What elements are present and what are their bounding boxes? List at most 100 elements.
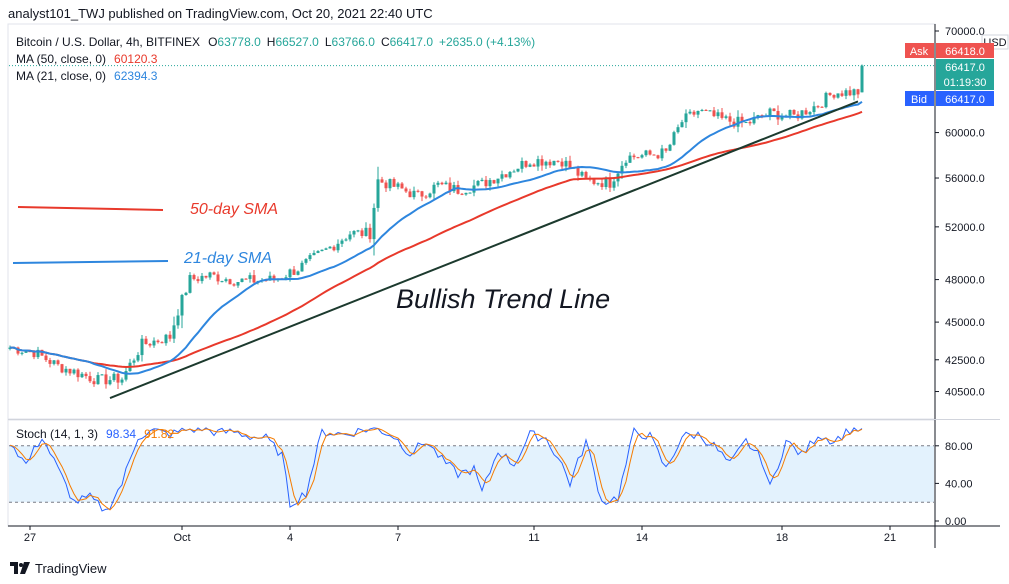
legend-change: +2635.0 (+4.13%): [439, 35, 535, 49]
candle-body: [824, 92, 828, 108]
legend-open-label: O: [208, 35, 217, 49]
candle-body: [600, 183, 604, 187]
candle-body: [308, 255, 312, 260]
candle-body: [292, 269, 296, 275]
stoch-axis[interactable]: 80.00 40.00 0.00: [935, 441, 973, 528]
candle-body: [60, 364, 64, 373]
candle-body: [524, 160, 528, 167]
candle-body: [296, 271, 300, 275]
footer-brand: TradingView: [35, 560, 107, 576]
footer: TradingView: [10, 559, 107, 577]
candle-body: [748, 122, 752, 124]
candle-body: [380, 179, 384, 183]
legend-ma50: MA (50, close, 0) 60120.3: [16, 52, 158, 66]
price-tick-label: 52000.0: [945, 222, 985, 234]
candle-body: [312, 252, 316, 256]
price-axis[interactable]: 70000.0 60000.0 56000.0 52000.0 48000.0 45000…: [935, 26, 985, 399]
ask-label: Ask: [910, 46, 929, 58]
candle-body: [820, 106, 824, 108]
candle-body: [228, 279, 232, 285]
candle-body: [332, 246, 336, 251]
bid-price-tag: [936, 91, 994, 106]
candle-body: [216, 274, 220, 282]
candle-body: [164, 334, 168, 344]
candle-body: [96, 375, 100, 385]
candle-body: [356, 230, 360, 232]
candle-body: [304, 259, 308, 263]
candle-body: [528, 164, 532, 167]
candle-body: [148, 344, 152, 346]
candle-body: [140, 338, 144, 356]
candle-body: [176, 315, 180, 326]
candle-body: [348, 234, 352, 240]
candle-body: [108, 380, 112, 385]
candle-body: [560, 161, 564, 167]
candle-body: [436, 182, 440, 185]
candle-body: [344, 239, 348, 241]
candle-body: [24, 351, 28, 353]
candle-body: [72, 369, 76, 374]
price-tick-label: 40500.0: [945, 387, 985, 399]
bid-badge: [905, 91, 934, 106]
bar-countdown: 01:19:30: [944, 77, 987, 89]
candle-body: [476, 181, 480, 186]
candle-body: [388, 179, 392, 189]
candle-body: [340, 240, 344, 244]
stoch-tick-label: 0.00: [945, 516, 966, 528]
candle-body: [448, 182, 452, 192]
candle-body: [604, 177, 608, 187]
candle-body: [412, 190, 416, 198]
candle-body: [484, 179, 488, 187]
stoch-k-line: [9, 426, 863, 512]
candle-body: [612, 181, 616, 188]
candle-body: [300, 262, 304, 272]
candle-body: [132, 360, 136, 363]
candle-body: [768, 108, 772, 116]
candle-body: [48, 360, 52, 364]
sma50-sample-line: [17, 206, 164, 211]
candle-body: [284, 277, 288, 279]
published-line: analyst101_TWJ published on TradingView.…: [8, 6, 433, 21]
candle-body: [212, 272, 216, 275]
sma21-annotation: 21-day SMA: [183, 250, 272, 267]
candle-body: [696, 110, 700, 115]
candle-body: [852, 89, 856, 96]
candle-body: [56, 360, 60, 365]
bid-label: Bid: [911, 94, 927, 106]
time-axis[interactable]: 27 Oct 4 7 11 14 18 21: [24, 526, 896, 544]
sma21-sample-line: [12, 260, 169, 264]
time-tick-label: 7: [395, 532, 401, 544]
candle-body: [656, 155, 660, 159]
legend-low-label: L: [325, 35, 332, 49]
candle-body: [464, 192, 468, 195]
candle-body: [288, 269, 292, 278]
candle-body: [432, 184, 436, 194]
candle-body: [836, 93, 840, 98]
candle-body: [556, 160, 560, 162]
legend-ma50-label: MA (50, close, 0): [16, 52, 106, 66]
legend-open-value: 63778.0: [217, 35, 261, 49]
candle-body: [104, 374, 108, 385]
price-tick-label: 56000.0: [945, 173, 985, 185]
candle-body: [676, 127, 680, 133]
candle-body: [376, 179, 380, 208]
candle-body: [360, 230, 364, 236]
stoch-tick-label: 80.00: [945, 441, 973, 453]
stoch-tick-label: 40.00: [945, 478, 973, 490]
time-tick-label: Oct: [173, 532, 190, 544]
candle-body: [208, 272, 212, 278]
legend-ma21: MA (21, close, 0) 62394.3: [16, 69, 158, 83]
candle-body: [736, 116, 740, 127]
candle-body: [516, 168, 520, 172]
trend-annotation: Bullish Trend Line: [396, 284, 610, 314]
candle-body: [520, 160, 524, 169]
candle-body: [404, 188, 408, 192]
candle-body: [460, 193, 464, 195]
candle-body: [156, 340, 160, 343]
candle-body: [780, 116, 784, 120]
candle-body: [728, 116, 732, 122]
candle-body: [644, 150, 648, 156]
candle-body: [752, 117, 756, 124]
candle-body: [244, 278, 248, 280]
